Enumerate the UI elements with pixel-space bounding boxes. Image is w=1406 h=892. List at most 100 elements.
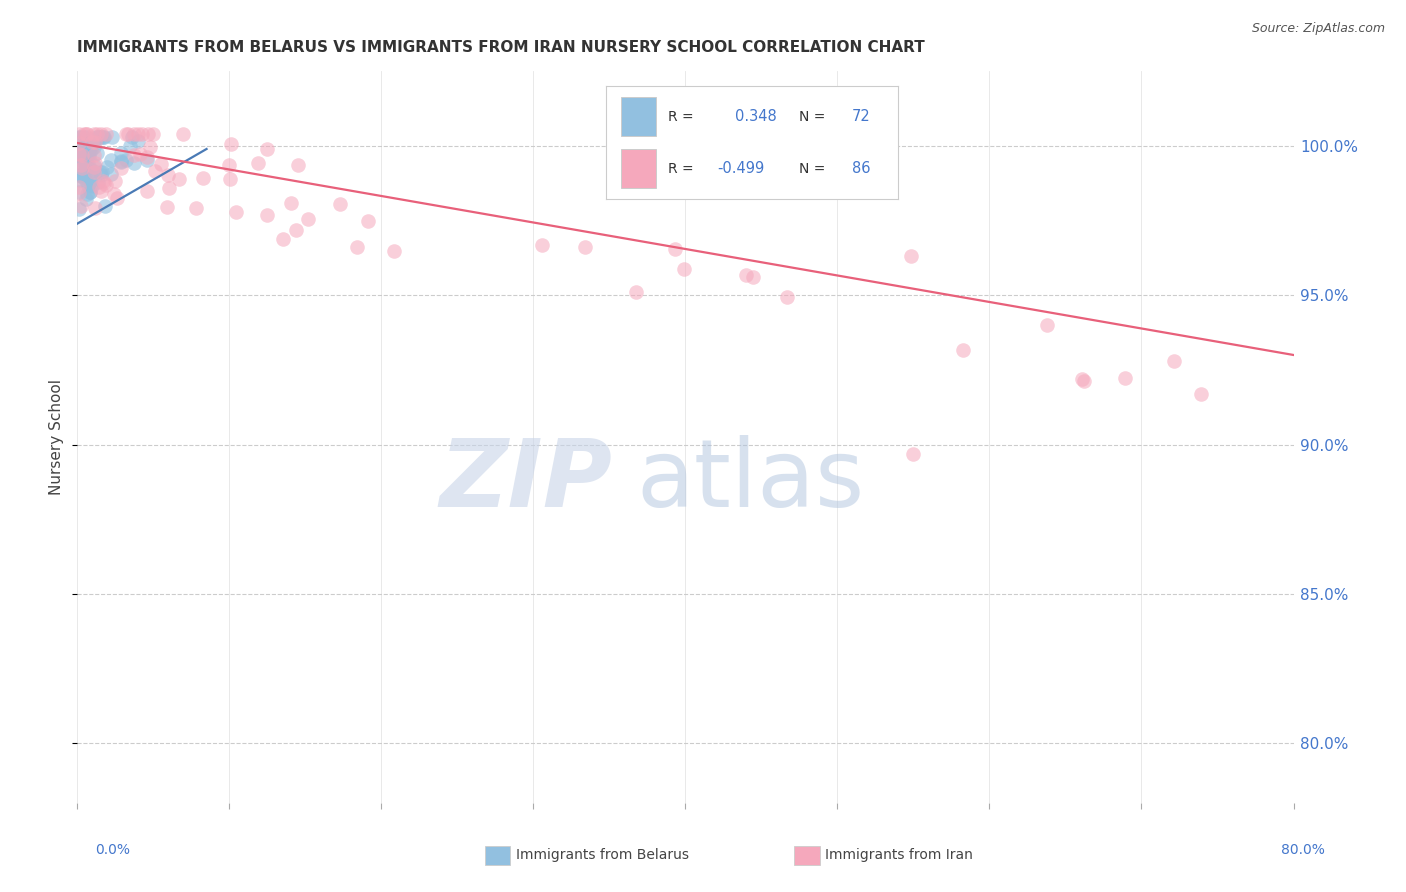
Text: IMMIGRANTS FROM BELARUS VS IMMIGRANTS FROM IRAN NURSERY SCHOOL CORRELATION CHART: IMMIGRANTS FROM BELARUS VS IMMIGRANTS FR…: [77, 40, 925, 55]
Point: [124, 127, 146, 141]
Point: [76, 164, 98, 178]
Point: [86, 145, 108, 160]
Point: [142, 127, 165, 141]
Point: [117, 127, 139, 141]
Point: [70, 158, 93, 172]
Point: [87, 130, 110, 145]
Text: Source: ZipAtlas.com: Source: ZipAtlas.com: [1251, 22, 1385, 36]
Text: 80.0%: 80.0%: [1281, 843, 1324, 857]
Point: [1163, 353, 1185, 368]
Point: [329, 197, 352, 211]
Point: [121, 130, 143, 145]
Point: [138, 140, 160, 154]
Point: [110, 154, 132, 169]
Point: [80, 172, 103, 186]
Point: [218, 171, 240, 186]
Point: [256, 208, 278, 222]
Point: [79, 186, 101, 200]
Point: [94, 178, 117, 193]
Point: [82, 164, 104, 178]
Point: [297, 211, 319, 226]
Point: [83, 128, 105, 142]
Point: [72, 169, 94, 184]
Point: [952, 343, 974, 357]
Point: [357, 214, 380, 228]
Text: 0.0%: 0.0%: [96, 843, 131, 857]
Point: [225, 205, 247, 219]
Point: [72, 127, 94, 141]
Point: [75, 127, 97, 141]
Point: [75, 155, 97, 169]
Y-axis label: Nursery School: Nursery School: [49, 379, 65, 495]
Point: [69, 173, 91, 187]
Point: [734, 268, 756, 283]
Point: [103, 174, 125, 188]
Point: [120, 138, 142, 153]
Point: [67, 159, 90, 173]
Point: [83, 158, 105, 172]
Point: [574, 239, 596, 253]
Point: [256, 143, 278, 157]
Point: [67, 169, 90, 183]
Point: [70, 148, 93, 162]
Point: [127, 134, 149, 148]
Point: [96, 127, 118, 141]
Point: [105, 191, 128, 205]
Point: [1070, 372, 1092, 386]
Point: [70, 151, 93, 165]
Point: [136, 127, 159, 141]
Point: [80, 164, 103, 178]
Point: [172, 127, 194, 141]
Point: [776, 290, 799, 304]
Point: [1114, 371, 1136, 385]
Point: [77, 145, 100, 160]
Point: [100, 167, 122, 181]
Point: [70, 149, 93, 163]
Point: [103, 186, 125, 201]
Point: [67, 130, 90, 145]
Point: [67, 136, 90, 151]
Point: [122, 147, 145, 161]
Point: [87, 130, 110, 145]
Point: [86, 127, 108, 141]
Point: [83, 160, 105, 174]
Point: [91, 165, 114, 179]
Point: [96, 160, 118, 174]
Point: [67, 185, 90, 199]
Point: [193, 170, 215, 185]
Point: [673, 261, 696, 276]
Point: [69, 146, 91, 161]
Point: [82, 135, 104, 149]
Point: [70, 161, 93, 175]
Point: [157, 181, 180, 195]
Point: [127, 127, 149, 141]
Point: [76, 130, 98, 145]
Point: [218, 158, 240, 172]
Point: [67, 127, 90, 141]
Point: [1073, 374, 1095, 388]
Point: [91, 130, 114, 145]
Text: ZIP: ZIP: [440, 435, 613, 527]
Point: [156, 200, 179, 214]
Point: [135, 184, 157, 198]
Point: [247, 156, 270, 170]
Point: [664, 242, 686, 256]
Point: [83, 201, 105, 215]
Point: [72, 130, 94, 145]
Point: [84, 135, 107, 149]
Point: [122, 156, 145, 170]
Text: atlas: atlas: [637, 435, 865, 527]
Point: [93, 176, 115, 190]
Point: [67, 186, 90, 200]
Point: [76, 160, 98, 174]
Point: [143, 163, 166, 178]
Point: [94, 199, 117, 213]
Point: [90, 127, 112, 141]
Point: [110, 161, 132, 176]
Point: [89, 168, 111, 182]
Point: [287, 157, 309, 171]
Point: [70, 140, 93, 154]
Point: [219, 136, 242, 151]
Point: [86, 130, 108, 145]
Point: [285, 223, 308, 237]
